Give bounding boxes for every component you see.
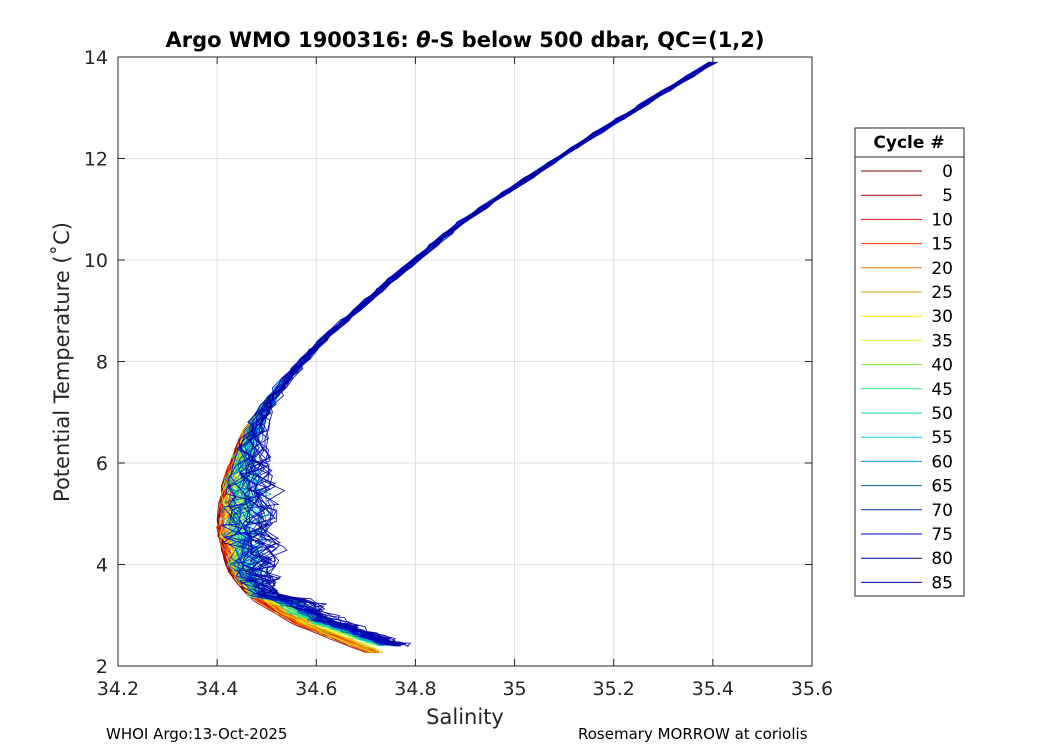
legend-box	[854, 127, 965, 597]
y-tick-label: 2	[96, 656, 108, 678]
y-tick-label: 14	[84, 47, 108, 69]
y-axis-label: Potential Temperature (˚C)	[50, 222, 74, 502]
legend-label: 40	[931, 356, 953, 376]
profile-lines	[215, 61, 719, 654]
legend-label: 80	[931, 549, 953, 569]
legend-label: 30	[931, 307, 953, 327]
chart-title: Argo WMO 1900316: θ-S below 500 dbar, QC…	[165, 28, 764, 52]
y-tick-label: 6	[96, 453, 108, 475]
legend-label: 20	[931, 259, 953, 279]
profile-line	[243, 61, 711, 647]
x-tick-label: 34.4	[196, 678, 238, 700]
profile-line	[245, 61, 710, 647]
x-tick-label: 34.8	[394, 678, 436, 700]
legend-label: 5	[942, 186, 953, 206]
y-tick-label: 4	[96, 555, 108, 577]
x-tick-label: 35.4	[692, 678, 734, 700]
legend-label: 25	[931, 283, 953, 303]
axis-ticks: 34.2 34.4 34.6 34.8 35 35.2 35.4 35.6 2 4 6 8 10 12 14	[84, 47, 833, 700]
legend-label: 85	[931, 573, 953, 593]
footer-credit-left: WHOI Argo:13-Oct-2025	[106, 725, 288, 743]
y-tick-label: 10	[84, 250, 108, 272]
profile-line	[244, 61, 719, 646]
footer-credit-right: Rosemary MORROW at coriolis	[578, 725, 808, 743]
legend-label: 15	[931, 235, 953, 255]
x-tick-label: 35.6	[791, 678, 833, 700]
y-tick-label: 8	[96, 352, 108, 374]
legend-label: 10	[931, 210, 953, 230]
legend-title: Cycle #	[873, 133, 944, 153]
x-axis-label: Salinity	[426, 705, 504, 729]
x-tick-label: 34.6	[295, 678, 337, 700]
y-tick-label: 12	[84, 149, 108, 171]
legend: Cycle # 0 5 10 15 20 25 30 35 40 45 50 55 60 65 70 75 80…	[854, 127, 965, 597]
legend-label: 50	[931, 404, 953, 424]
legend-label: 0	[942, 162, 953, 182]
legend-label: 55	[931, 428, 953, 448]
x-tick-label: 35.2	[593, 678, 635, 700]
legend-label: 35	[931, 331, 953, 351]
x-tick-label: 35	[502, 678, 526, 700]
profile-line	[247, 61, 710, 646]
legend-label: 65	[931, 477, 953, 497]
x-tick-label: 34.2	[97, 678, 139, 700]
legend-label: 70	[931, 501, 953, 521]
legend-label: 45	[931, 380, 953, 400]
legend-label: 60	[931, 452, 953, 472]
legend-label: 75	[931, 525, 953, 545]
